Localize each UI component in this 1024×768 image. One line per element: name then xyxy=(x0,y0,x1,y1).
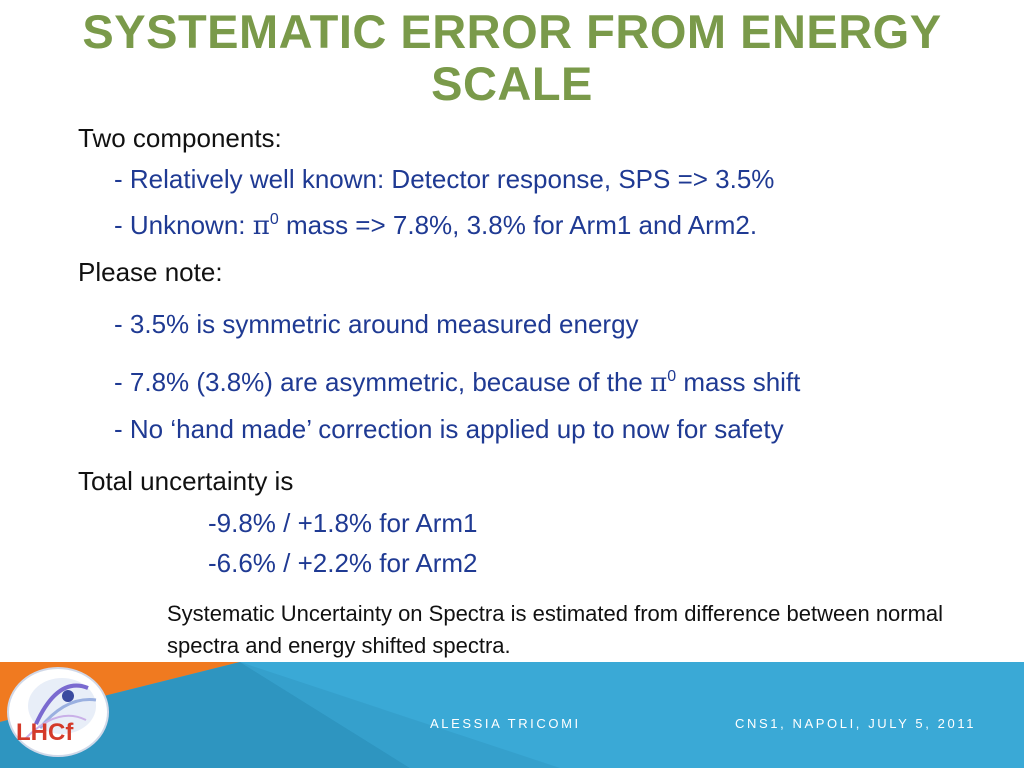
slide-title: SYSTEMATIC ERROR FROM ENERGY SCALE xyxy=(30,6,994,110)
total-arm1: -9.8% / +1.8% for Arm1 xyxy=(208,508,478,538)
lhcf-logo-icon: LHCf xyxy=(7,667,109,757)
superscript-zero: 0 xyxy=(667,368,677,385)
footer-decoration xyxy=(0,662,560,768)
footer-venue: CNS1, NAPOLI, JULY 5, 2011 xyxy=(735,716,977,731)
components-heading: Two components: xyxy=(78,123,282,153)
footnote: Systematic Uncertainty on Spectra is est… xyxy=(167,601,944,658)
total-arm2: -6.6% / +2.2% for Arm2 xyxy=(208,548,478,578)
components-item-2-prefix: - Unknown: xyxy=(114,210,253,240)
total-heading: Total uncertainty is xyxy=(78,466,294,496)
pi-symbol: π xyxy=(650,368,668,398)
footer-bar: ALESSIA TRICOMI CNS1, NAPOLI, JULY 5, 20… xyxy=(0,662,1024,768)
logo-text: LHCf xyxy=(16,719,74,746)
superscript-zero: 0 xyxy=(269,211,279,228)
pi-symbol: π xyxy=(252,211,270,241)
note-item-2-suffix: mass shift xyxy=(676,367,801,397)
slide-title-line2: SCALE xyxy=(431,57,593,110)
note-item-2-prefix: - 7.8% (3.8%) are asymmetric, because of… xyxy=(114,367,651,397)
footer-author: ALESSIA TRICOMI xyxy=(430,716,581,731)
slide-title-line1: SYSTEMATIC ERROR FROM ENERGY xyxy=(82,5,942,58)
footer-mid-wedge xyxy=(240,662,560,768)
components-item-2: - Unknown: π0 mass => 7.8%, 3.8% for Arm… xyxy=(114,204,757,242)
note-item-2: - 7.8% (3.8%) are asymmetric, because of… xyxy=(114,361,800,399)
note-item-3: - No ‘hand made’ correction is applied u… xyxy=(114,414,784,444)
components-item-1: - Relatively well known: Detector respon… xyxy=(114,164,775,194)
footer-dark-wedge xyxy=(0,662,410,768)
note-heading: Please note: xyxy=(78,257,223,287)
components-item-2-suffix: mass => 7.8%, 3.8% for Arm1 and Arm2. xyxy=(278,210,758,240)
note-item-1: - 3.5% is symmetric around measured ener… xyxy=(114,309,639,339)
